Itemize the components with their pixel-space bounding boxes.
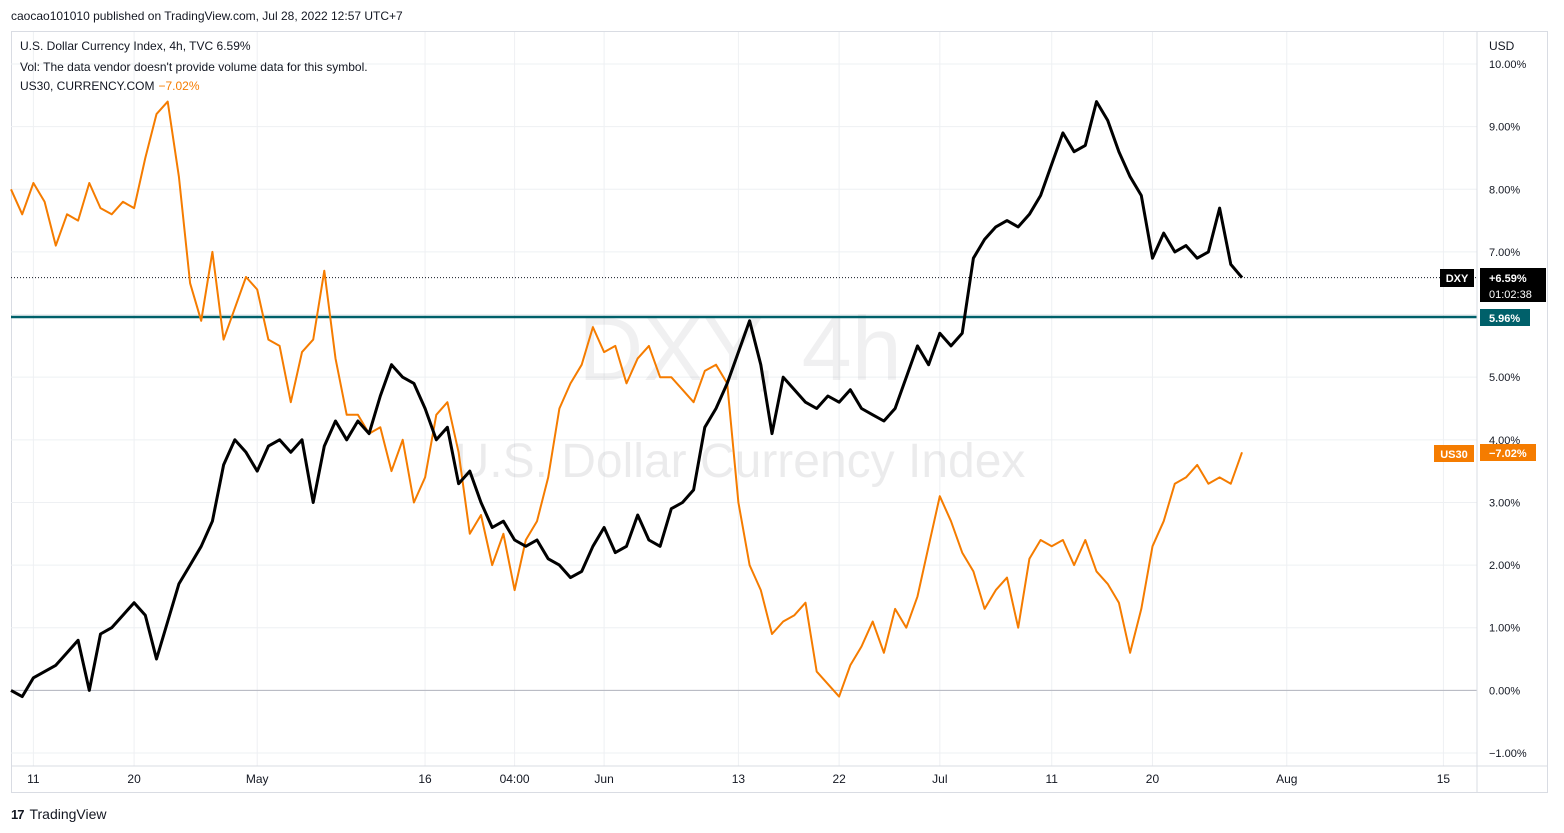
time-tick-label: May [246,772,269,786]
legend-us30-label: US30, CURRENCY.COM [20,79,155,93]
time-tick-label: 15 [1437,772,1451,786]
legend-us30-value: −7.02% [158,79,200,93]
us30-symbol-tag [1434,445,1474,462]
dxy-line [10,100,1244,699]
us30-symbol-label: US30 [1440,449,1468,461]
dxy-timer-label: 01:02:38 [1489,289,1532,301]
time-tick-label: 11 [1046,772,1059,786]
legend-main[interactable]: U.S. Dollar Currency Index, 4h, TVC 6.59… [20,39,251,53]
price-tick-label: 2.00% [1489,560,1520,572]
tradingview-logo[interactable]: 17 TradingView [11,806,107,822]
dxy-symbol-tag [1440,269,1474,287]
time-tick-label: 16 [418,772,432,786]
price-tick-label: 7.00% [1489,247,1520,259]
dxy-symbol-label: DXY [1446,273,1469,285]
price-tick-label: −1.00% [1489,748,1527,760]
price-tick-label: 10.00% [1489,59,1527,71]
time-axis: 11 20 May 16 04:00 Jun 13 22 Jul 11 20 Aug 15 [27,772,1450,786]
time-tick-label: 20 [127,772,141,786]
price-tick-label: 1.00% [1489,623,1520,635]
time-tick-label: 20 [1146,772,1160,786]
currency-label: USD [1489,39,1515,53]
price-tick-label: 4.00% [1489,435,1520,447]
watermark-name: U.S. Dollar Currency Index [455,435,1026,488]
tradingview-brand-text: TradingView [29,806,107,822]
legend-us30[interactable]: US30, CURRENCY.COM −7.02% [20,79,200,93]
time-tick-label: 22 [832,772,846,786]
time-tick-label: Jun [594,772,613,786]
price-tick-label: 3.00% [1489,497,1520,509]
time-tick-label: Jul [932,772,947,786]
dxy-value-tag [1480,268,1546,302]
time-tick-label: 13 [732,772,746,786]
us30-value-label: −7.02% [1489,448,1527,460]
publish-info: caocao101010 published on TradingView.co… [11,9,403,23]
price-tick-label: 9.00% [1489,122,1520,134]
price-tick-label: 0.00% [1489,685,1520,697]
us30-value-tag [1480,444,1536,461]
time-tick-label: Aug [1276,772,1297,786]
level-value-label: 5.96% [1489,313,1520,325]
time-tick-label: 04:00 [500,772,530,786]
price-tick-label: 5.00% [1489,372,1520,384]
us30-line [10,100,1243,698]
time-tick-label: 11 [27,772,40,786]
dxy-value-label: +6.59% [1489,273,1527,285]
price-axis: 10.00%9.00%8.00%7.00%6.00%5.00%4.00%3.00… [1489,59,1527,760]
tradingview-logo-icon: 17 [11,806,25,822]
price-tick-label: 8.00% [1489,184,1520,196]
level-value-tag [1480,309,1530,326]
chart-frame[interactable] [11,31,1548,793]
price-tags: DXY +6.59% 01:02:38 5.96% US30 −7.02% [1434,268,1546,462]
legend-volume: Vol: The data vendor doesn't provide vol… [20,60,368,74]
